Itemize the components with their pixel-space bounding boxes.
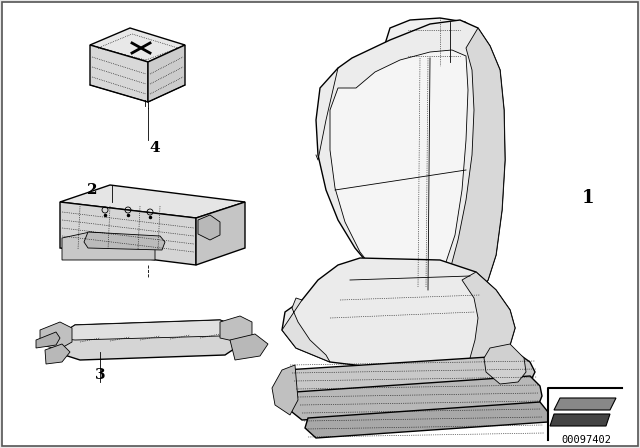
Polygon shape <box>84 232 165 250</box>
Polygon shape <box>45 344 70 364</box>
Polygon shape <box>40 322 72 350</box>
Text: 00097402: 00097402 <box>561 435 611 445</box>
Polygon shape <box>282 258 515 368</box>
Polygon shape <box>484 344 526 384</box>
Polygon shape <box>60 202 196 265</box>
Polygon shape <box>330 50 468 292</box>
Polygon shape <box>90 28 185 62</box>
Polygon shape <box>448 28 505 302</box>
Text: 1: 1 <box>582 189 595 207</box>
Text: 3: 3 <box>95 368 106 382</box>
Polygon shape <box>220 316 252 342</box>
Polygon shape <box>282 298 330 362</box>
Polygon shape <box>554 398 616 410</box>
Polygon shape <box>55 320 240 360</box>
Polygon shape <box>62 232 155 260</box>
Polygon shape <box>316 20 505 304</box>
Polygon shape <box>90 45 148 102</box>
Polygon shape <box>272 365 298 415</box>
Polygon shape <box>230 334 268 360</box>
Text: 2: 2 <box>87 183 97 197</box>
Polygon shape <box>280 355 535 396</box>
Polygon shape <box>305 402 548 438</box>
Polygon shape <box>36 332 60 348</box>
Polygon shape <box>196 202 245 265</box>
Text: 4: 4 <box>150 141 160 155</box>
Polygon shape <box>60 185 245 218</box>
Polygon shape <box>462 272 515 362</box>
Polygon shape <box>148 45 185 102</box>
Polygon shape <box>55 320 240 340</box>
Polygon shape <box>550 414 610 426</box>
Polygon shape <box>198 215 220 240</box>
Polygon shape <box>290 376 542 420</box>
Polygon shape <box>385 18 478 66</box>
